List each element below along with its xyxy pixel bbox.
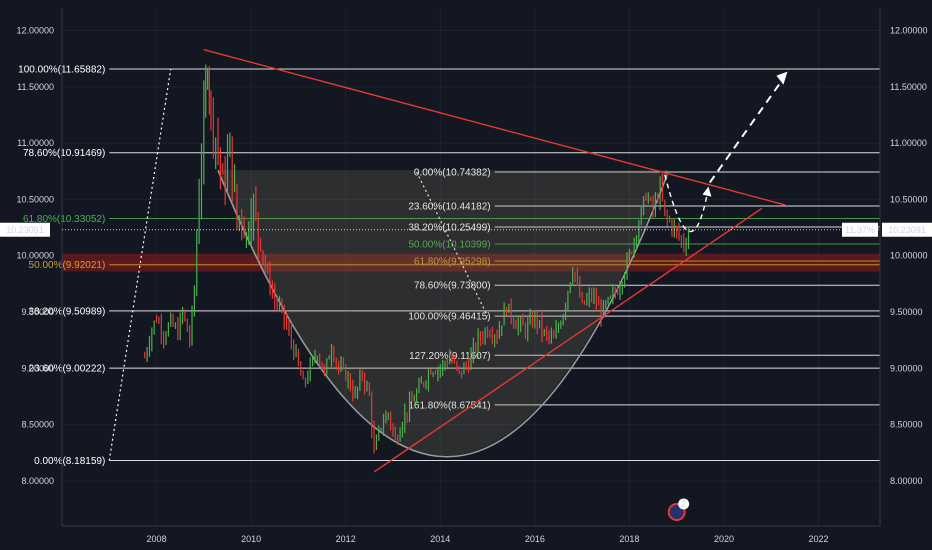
change-tag xyxy=(842,222,878,237)
y-tick-label-right: 12.00000 xyxy=(890,26,928,36)
fib-left-label: 61.80%(10.33052) xyxy=(23,214,105,225)
projection-arrowhead xyxy=(776,71,788,85)
current-price-tag-left xyxy=(0,222,50,237)
handle-path xyxy=(664,174,709,233)
y-tick-label-left: 12.00000 xyxy=(16,26,54,36)
x-tick-label: 2020 xyxy=(714,534,734,544)
price-layer xyxy=(144,64,690,454)
x-tick-label: 2008 xyxy=(147,534,167,544)
current-price-label-left: 10.23091 xyxy=(6,225,44,235)
trendline-layer xyxy=(203,48,786,473)
x-tick-label: 2010 xyxy=(241,534,261,544)
axes-layer: 12.00000 12.00000 11.50000 11.50000 11.00000… xyxy=(0,8,932,544)
y-tick-label-right: 8.50000 xyxy=(890,420,923,430)
fib-right-label: 38.20%(10.25499) xyxy=(408,223,490,234)
x-tick-label: 2014 xyxy=(430,534,450,544)
fib-right-label: 50.00%(10.10399) xyxy=(408,240,490,251)
current-price-label-right: 10.23091 xyxy=(888,225,926,235)
y-tick-label-left: 11.50000 xyxy=(17,82,54,92)
y-tick-label-left: 10.50000 xyxy=(16,194,54,204)
fib-left-label: 38.20%(9.50989) xyxy=(29,306,106,317)
y-tick-label-left: 8.00000 xyxy=(21,476,54,486)
y-tick-label-right: 11.00000 xyxy=(890,138,927,148)
x-tick-label: 2012 xyxy=(336,534,356,544)
fib-right-label: 100.00%(9.46415) xyxy=(408,312,490,323)
y-tick-label-right: 9.00000 xyxy=(890,363,923,373)
fib-right-label: 0.00%(10.74382) xyxy=(414,167,491,178)
current-price-tag-right xyxy=(882,222,932,237)
handle-arrowhead xyxy=(702,186,712,197)
y-tick-label-right: 8.00000 xyxy=(890,476,923,486)
fib-right-label: 78.60%(9.73800) xyxy=(414,281,491,292)
badge-layer: 2 xyxy=(667,498,690,521)
change-label: 11.37% xyxy=(845,225,875,235)
y-tick-label-right: 9.50000 xyxy=(890,307,923,317)
fib-right-label: 23.60%(10.44182) xyxy=(408,201,490,212)
x-tick-label: 2016 xyxy=(525,534,545,544)
cup-fill xyxy=(218,170,668,456)
fib-right-diagonal xyxy=(416,171,489,317)
fib-left-diagonal xyxy=(108,68,172,461)
fib-left-label: 78.60%(10.91469) xyxy=(23,148,105,159)
fib-left-label: 0.00%(8.18159) xyxy=(34,456,105,467)
y-tick-label-right: 10.50000 xyxy=(890,194,928,204)
fib-left-label: 50.00%(9.92021) xyxy=(29,260,106,271)
y-tick-label-left: 9.00000 xyxy=(21,363,54,373)
fib-right-label: 161.80%(8.67541) xyxy=(408,400,490,411)
y-tick-label-right: 10.00000 xyxy=(890,251,928,261)
projection-arrow xyxy=(708,74,787,184)
y-tick-label-left: 8.50000 xyxy=(21,420,54,430)
fib-left-label: 23.60%(9.00222) xyxy=(29,364,106,375)
y-tick-label-left: 9.50000 xyxy=(21,307,54,317)
y-tick-label-right: 11.50000 xyxy=(890,82,927,92)
y-tick-label-left: 11.00000 xyxy=(17,138,54,148)
badge-count: 2 xyxy=(681,499,686,509)
x-tick-label: 2018 xyxy=(619,534,639,544)
fib-right-label: 61.80%(9.95298) xyxy=(414,257,491,268)
trendline-support xyxy=(373,207,763,473)
y-tick-label-left: 10.00000 xyxy=(16,251,54,261)
x-tick-label: 2022 xyxy=(809,534,829,544)
zone-inner-band xyxy=(62,260,880,267)
badge-count-bubble xyxy=(678,498,690,510)
trendline-resistance xyxy=(203,48,786,206)
